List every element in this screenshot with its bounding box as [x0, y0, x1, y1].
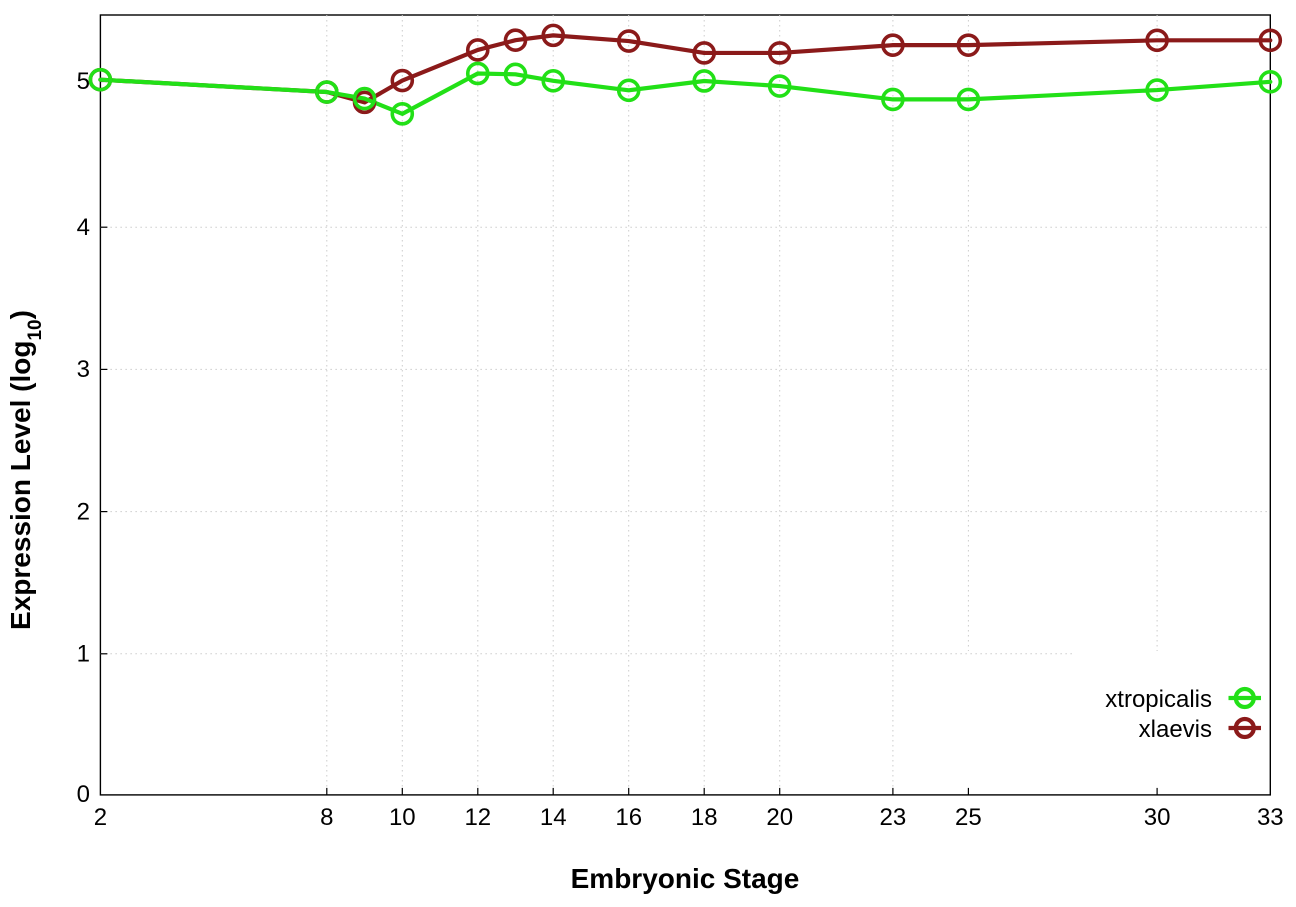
svg-text:Embryonic Stage: Embryonic Stage	[571, 863, 800, 894]
svg-text:14: 14	[540, 804, 567, 831]
svg-text:10: 10	[389, 804, 416, 831]
svg-text:0: 0	[77, 781, 90, 808]
svg-text:1: 1	[77, 641, 90, 668]
svg-text:33: 33	[1257, 804, 1284, 831]
svg-text:3: 3	[77, 356, 90, 383]
svg-text:25: 25	[955, 804, 982, 831]
svg-text:2: 2	[94, 804, 107, 831]
svg-text:Expression Level (log10): Expression Level (log10)	[5, 310, 46, 630]
svg-text:12: 12	[464, 804, 491, 831]
svg-text:8: 8	[320, 804, 333, 831]
svg-text:2: 2	[77, 498, 90, 525]
svg-text:16: 16	[615, 804, 642, 831]
svg-text:5: 5	[77, 68, 90, 95]
svg-text:xtropicalis: xtropicalis	[1105, 686, 1212, 713]
svg-text:30: 30	[1144, 804, 1171, 831]
svg-text:4: 4	[77, 214, 90, 241]
svg-text:23: 23	[880, 804, 907, 831]
svg-text:xlaevis: xlaevis	[1139, 716, 1212, 743]
svg-text:20: 20	[766, 804, 793, 831]
svg-text:18: 18	[691, 804, 718, 831]
